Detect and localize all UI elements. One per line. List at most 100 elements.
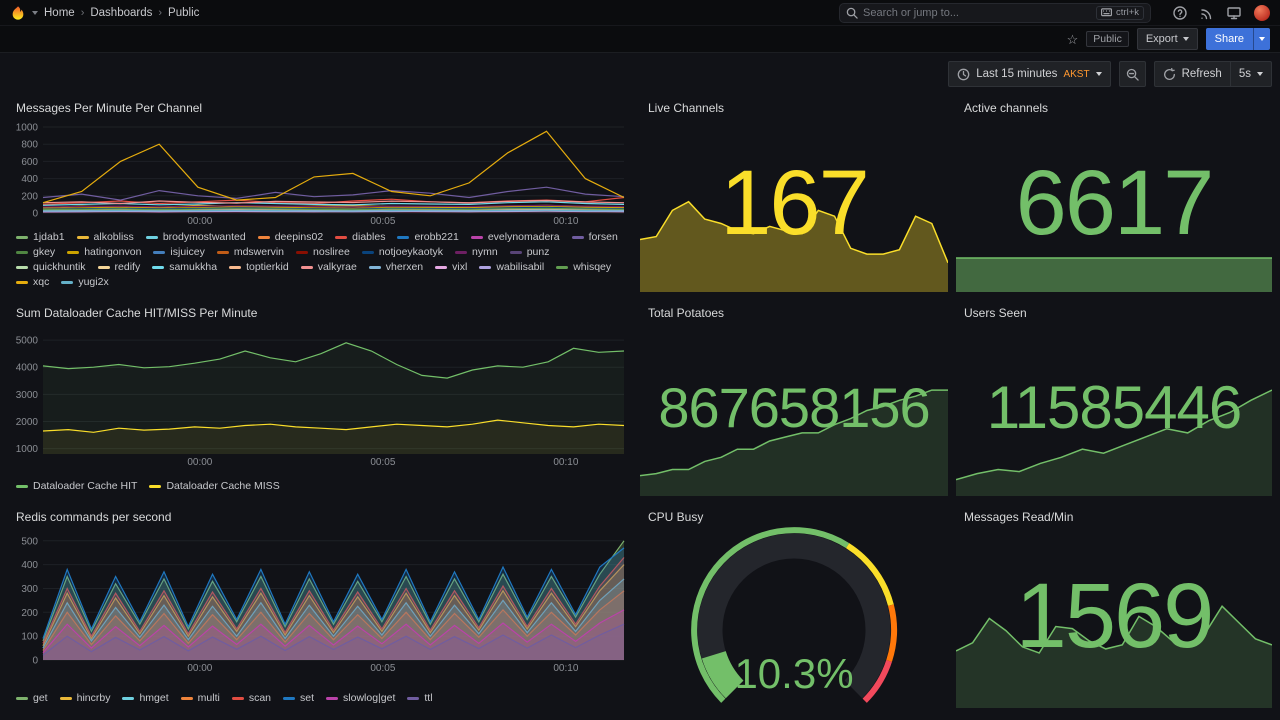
shortcut-hint: ctrl+k <box>1096 5 1144 20</box>
legend-item[interactable]: 1jdab1 <box>16 231 65 243</box>
legend-item[interactable]: wabilisabil <box>479 261 544 273</box>
refresh-button[interactable]: Refresh <box>1153 61 1230 87</box>
legend-swatch-icon <box>296 250 309 254</box>
legend-item[interactable]: deepins02 <box>257 231 324 243</box>
legend-item[interactable]: redify <box>97 261 141 273</box>
legend-item[interactable]: hatingonvon <box>67 246 141 258</box>
star-button[interactable]: ☆ <box>1067 33 1079 46</box>
panel-title[interactable]: Active channels <box>964 101 1049 115</box>
legend-item[interactable]: nymn <box>455 246 498 258</box>
legend-item[interactable]: forsen <box>571 231 618 243</box>
legend-item[interactable]: scan <box>231 692 272 704</box>
legend-label: nosliree <box>313 246 350 258</box>
share-button[interactable]: Share <box>1205 28 1253 50</box>
legend-item[interactable]: xqc <box>16 276 49 288</box>
display-button[interactable] <box>1227 6 1241 20</box>
legend-item[interactable]: gkey <box>16 246 55 258</box>
breadcrumb-separator-icon: › <box>80 6 85 19</box>
legend-item[interactable]: samukkha <box>152 261 217 273</box>
legend-item[interactable]: erobb221 <box>397 231 459 243</box>
share-menu-button[interactable] <box>1253 28 1270 50</box>
legend-label: deepins02 <box>274 231 324 243</box>
refresh-group: Refresh 5s <box>1153 61 1272 87</box>
svg-text:200: 200 <box>21 191 38 202</box>
legend-swatch-icon <box>61 280 74 284</box>
zoom-out-button[interactable] <box>1118 61 1146 87</box>
legend-swatch-icon <box>76 235 89 239</box>
grafana-logo-icon[interactable] <box>10 5 26 21</box>
legend-item[interactable]: multi <box>180 692 220 704</box>
legend-item[interactable]: set <box>283 692 314 704</box>
breadcrumb: Home › Dashboards › Public <box>44 7 199 19</box>
refresh-interval-dropdown[interactable]: 5s <box>1229 61 1272 87</box>
legend-item[interactable]: isjuicey <box>153 246 205 258</box>
panel-title[interactable]: Live Channels <box>648 101 725 115</box>
legend-item[interactable]: toptierkid <box>229 261 289 273</box>
legend-item[interactable]: hincrby <box>59 692 110 704</box>
breadcrumb-dashboards[interactable]: Dashboards <box>90 6 153 19</box>
svg-text:800: 800 <box>21 140 38 151</box>
legend-label: Dataloader Cache HIT <box>33 480 138 492</box>
search-input[interactable] <box>863 6 1092 19</box>
legend-item[interactable]: brodymostwanted <box>145 231 246 243</box>
legend-item[interactable]: yugi2x <box>61 276 109 288</box>
public-tag: Public <box>1086 31 1129 47</box>
svg-text:500: 500 <box>21 536 38 547</box>
legend-item[interactable]: ttl <box>407 692 433 704</box>
panel-title[interactable]: Redis commands per second <box>16 510 172 524</box>
messages-read-sparkline <box>956 596 1272 708</box>
legend-item[interactable]: get <box>16 692 48 704</box>
legend-item[interactable]: Dataloader Cache HIT <box>16 480 137 492</box>
legend-label: scan <box>248 692 272 704</box>
legend-item[interactable]: hmget <box>122 692 169 704</box>
legend-item[interactable]: mdswervin <box>216 246 284 258</box>
panel-title[interactable]: Messages Read/Min <box>964 510 1074 524</box>
svg-text:400: 400 <box>21 560 38 571</box>
legend-item[interactable]: slowlog|get <box>326 692 395 704</box>
messages-read-value: 1569 <box>1015 565 1215 668</box>
panel-title[interactable]: Messages Per Minute Per Channel <box>16 101 203 115</box>
breadcrumb-public[interactable]: Public <box>168 6 200 19</box>
legend-item[interactable]: quickhuntik <box>16 261 86 273</box>
star-icon: ☆ <box>1066 31 1079 47</box>
panel-title[interactable]: Users Seen <box>964 306 1027 320</box>
news-button[interactable] <box>1200 6 1214 20</box>
legend-swatch-icon <box>326 696 339 700</box>
legend-label: evelynomadera <box>487 231 560 243</box>
legend-swatch-icon <box>361 250 374 254</box>
time-range-picker[interactable]: Last 15 minutes AKST <box>948 61 1111 87</box>
panel-title[interactable]: CPU Busy <box>648 510 704 524</box>
panel-title[interactable]: Sum Dataloader Cache HIT/MISS Per Minute <box>16 306 258 320</box>
legend-item[interactable]: alkobliss <box>76 231 134 243</box>
search-bar[interactable]: ctrl+k <box>839 2 1151 23</box>
legend-item[interactable]: vherxen <box>368 261 423 273</box>
legend-swatch-icon <box>145 235 158 239</box>
legend-swatch-icon <box>470 235 483 239</box>
zoom-out-icon <box>1126 68 1139 81</box>
help-button[interactable] <box>1173 5 1187 20</box>
redis-legend: get hincrby hmget multi scan set slowlog|get tt… <box>16 692 630 704</box>
cpu-gauge: 10.3% <box>640 522 948 708</box>
org-switcher-chevron-icon[interactable] <box>32 10 38 15</box>
legend-item[interactable]: valkyrae <box>300 261 357 273</box>
legend-item[interactable]: vixl <box>435 261 467 273</box>
svg-text:3000: 3000 <box>16 390 39 401</box>
legend-item[interactable]: punz <box>509 246 550 258</box>
export-button[interactable]: Export <box>1136 28 1198 50</box>
panel-title[interactable]: Total Potatoes <box>648 306 725 320</box>
user-avatar[interactable] <box>1254 4 1270 21</box>
legend-item[interactable]: evelynomadera <box>470 231 560 243</box>
keyboard-icon <box>1101 8 1113 17</box>
legend-label: redify <box>114 261 141 273</box>
legend-label: get <box>33 692 48 704</box>
legend-label: samukkha <box>169 261 218 273</box>
svg-text:00:10: 00:10 <box>553 216 578 227</box>
legend-item[interactable]: notjoeykaotyk <box>361 246 443 258</box>
legend-item[interactable]: diables <box>335 231 385 243</box>
breadcrumb-home[interactable]: Home <box>44 6 75 19</box>
legend-item[interactable]: Dataloader Cache MISS <box>149 480 280 492</box>
legend-item[interactable]: nosliree <box>296 246 350 258</box>
users-seen-value: 11585446 <box>986 373 1243 441</box>
legend-item[interactable]: whisqey <box>556 261 611 273</box>
svg-text:1000: 1000 <box>16 123 39 134</box>
